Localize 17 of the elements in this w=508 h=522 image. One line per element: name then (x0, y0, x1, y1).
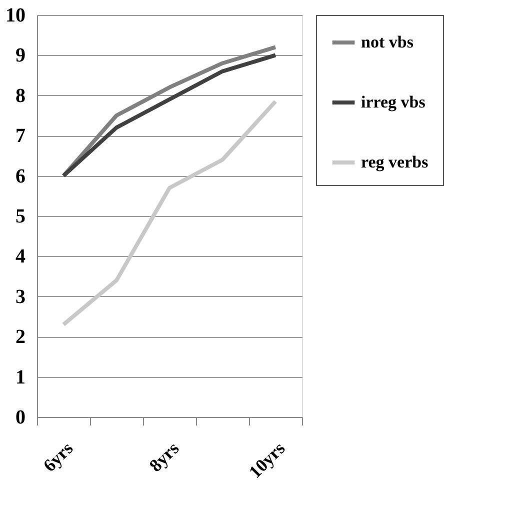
legend-label: irreg vbs (361, 92, 426, 112)
legend-label: not vbs (361, 32, 414, 52)
y-tick-label: 9 (16, 44, 26, 67)
y-tick-label: 2 (16, 326, 26, 348)
y-tick-label: 3 (16, 286, 26, 308)
legend-label: reg verbs (361, 152, 429, 172)
x-tick-label: 8yrs (145, 438, 183, 476)
y-tick-label: 7 (16, 125, 26, 148)
y-tick-label: 0 (16, 406, 26, 428)
y-tick-label: 1 (16, 366, 26, 388)
y-tick-label: 10 (6, 4, 26, 26)
y-tick-label: 4 (16, 246, 26, 268)
x-tick-label: 6yrs (39, 438, 77, 476)
y-tick-label: 8 (16, 84, 26, 107)
y-tick-label: 5 (16, 206, 26, 228)
y-tick-label: 6 (16, 165, 26, 188)
line-series (62, 99, 278, 327)
